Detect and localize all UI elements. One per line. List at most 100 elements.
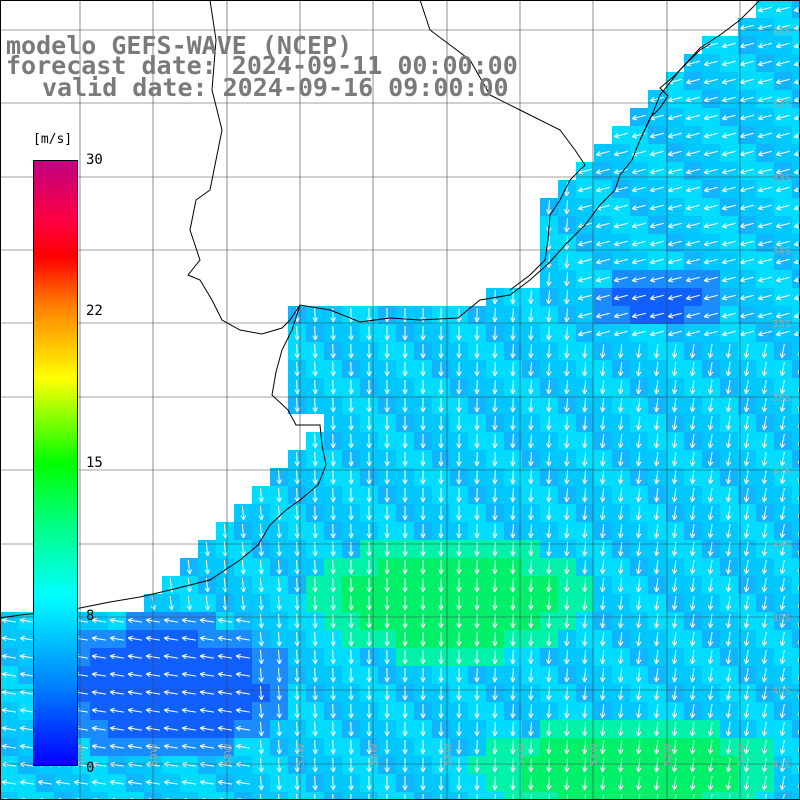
longitude-label: 59W — [149, 743, 160, 766]
wind-arrow — [649, 276, 664, 283]
wind-arrow — [402, 415, 408, 431]
wind-arrow — [739, 204, 754, 211]
wind-arrow — [294, 397, 300, 413]
wind-arrow — [384, 685, 390, 701]
wind-arrow — [276, 775, 282, 791]
wind-arrow — [703, 114, 718, 121]
wind-arrow — [312, 739, 318, 755]
wind-arrow — [456, 523, 462, 539]
wind-arrow — [775, 276, 790, 283]
wind-arrow — [546, 451, 552, 467]
wind-arrow — [91, 617, 106, 624]
wind-arrow — [528, 685, 534, 701]
wind-arrow — [127, 671, 142, 678]
wind-arrow — [240, 523, 246, 539]
wind-arrow — [618, 775, 624, 791]
wind-arrow — [294, 325, 300, 341]
wind-cell — [792, 486, 800, 504]
wind-arrow — [258, 649, 264, 665]
wind-arrow — [420, 721, 426, 737]
wind-arrow — [420, 487, 426, 503]
wind-arrow — [276, 523, 282, 539]
wind-arrow — [276, 739, 282, 755]
wind-arrow — [600, 343, 606, 359]
wind-arrow — [613, 294, 628, 301]
wind-arrow — [474, 739, 480, 755]
wind-arrow — [564, 775, 570, 791]
wind-arrow — [474, 595, 480, 611]
wind-arrow — [710, 794, 713, 800]
wind-arrow — [582, 379, 588, 395]
wind-arrow — [600, 505, 606, 521]
wind-arrow — [618, 595, 624, 611]
wind-arrow — [181, 653, 196, 660]
wind-arrow — [384, 505, 390, 521]
wind-arrow — [420, 433, 426, 449]
wind-arrow — [456, 451, 462, 467]
wind-arrow — [1, 689, 16, 696]
wind-arrow — [739, 312, 754, 319]
wind-arrow — [240, 559, 246, 575]
model-title: modelo GEFS-WAVE (NCEP) — [6, 31, 353, 60]
wind-arrow — [402, 397, 408, 413]
wind-arrow — [420, 379, 426, 395]
wind-arrow — [721, 168, 736, 175]
wind-arrows — [1, 6, 800, 800]
wind-cell — [756, 792, 774, 800]
wind-arrow — [294, 649, 300, 665]
wind-arrow — [546, 775, 552, 791]
wind-arrow — [366, 559, 372, 575]
wind-arrow — [631, 132, 646, 139]
wind-arrow — [528, 559, 534, 575]
wind-arrow — [528, 775, 534, 791]
wind-arrow — [510, 613, 516, 629]
wind-arrow — [725, 614, 732, 629]
wind-arrow — [631, 312, 646, 319]
wind-arrow — [546, 469, 552, 485]
wind-arrow — [492, 523, 498, 539]
wind-arrow — [492, 739, 498, 755]
wind-arrow — [294, 613, 300, 629]
wind-arrow — [775, 168, 790, 175]
wind-arrow — [725, 578, 732, 593]
wind-arrow — [707, 596, 714, 611]
wind-arrow — [348, 703, 354, 719]
wind-arrow — [546, 559, 552, 575]
wind-arrow — [510, 361, 516, 377]
latitude-label: 31S — [772, 26, 791, 37]
wind-arrow — [55, 779, 70, 786]
wind-arrow — [689, 703, 696, 719]
wind-arrow — [438, 649, 444, 665]
wind-arrow — [384, 325, 390, 341]
wind-arrow — [127, 635, 142, 642]
wind-arrow — [613, 312, 628, 319]
wind-arrow — [635, 433, 642, 449]
wind-arrow — [707, 632, 714, 647]
wind-arrow — [366, 667, 372, 683]
wind-arrow — [689, 415, 696, 431]
wind-arrow — [163, 779, 178, 786]
wind-arrow — [294, 577, 300, 593]
wind-arrow — [743, 344, 750, 359]
wind-arrow — [492, 775, 498, 791]
wind-arrow — [674, 793, 677, 800]
wind-arrow — [366, 595, 372, 611]
wind-arrow — [793, 169, 800, 175]
wind-arrow — [761, 344, 768, 359]
wind-arrow — [649, 258, 664, 265]
wind-arrow — [595, 330, 610, 337]
wind-arrow — [779, 578, 786, 593]
wind-arrow — [348, 577, 354, 593]
wind-arrow — [739, 330, 754, 337]
wind-arrow — [420, 703, 426, 719]
wind-arrow — [707, 506, 714, 521]
wind-cell — [162, 792, 180, 800]
wind-arrow — [779, 668, 786, 683]
wind-arrow — [438, 343, 444, 359]
wind-arrow — [492, 361, 498, 377]
wind-arrow — [312, 523, 318, 539]
wind-arrow — [564, 199, 570, 215]
wind-arrow — [631, 294, 646, 301]
wind-arrow — [402, 649, 408, 665]
wind-arrow — [492, 307, 498, 323]
